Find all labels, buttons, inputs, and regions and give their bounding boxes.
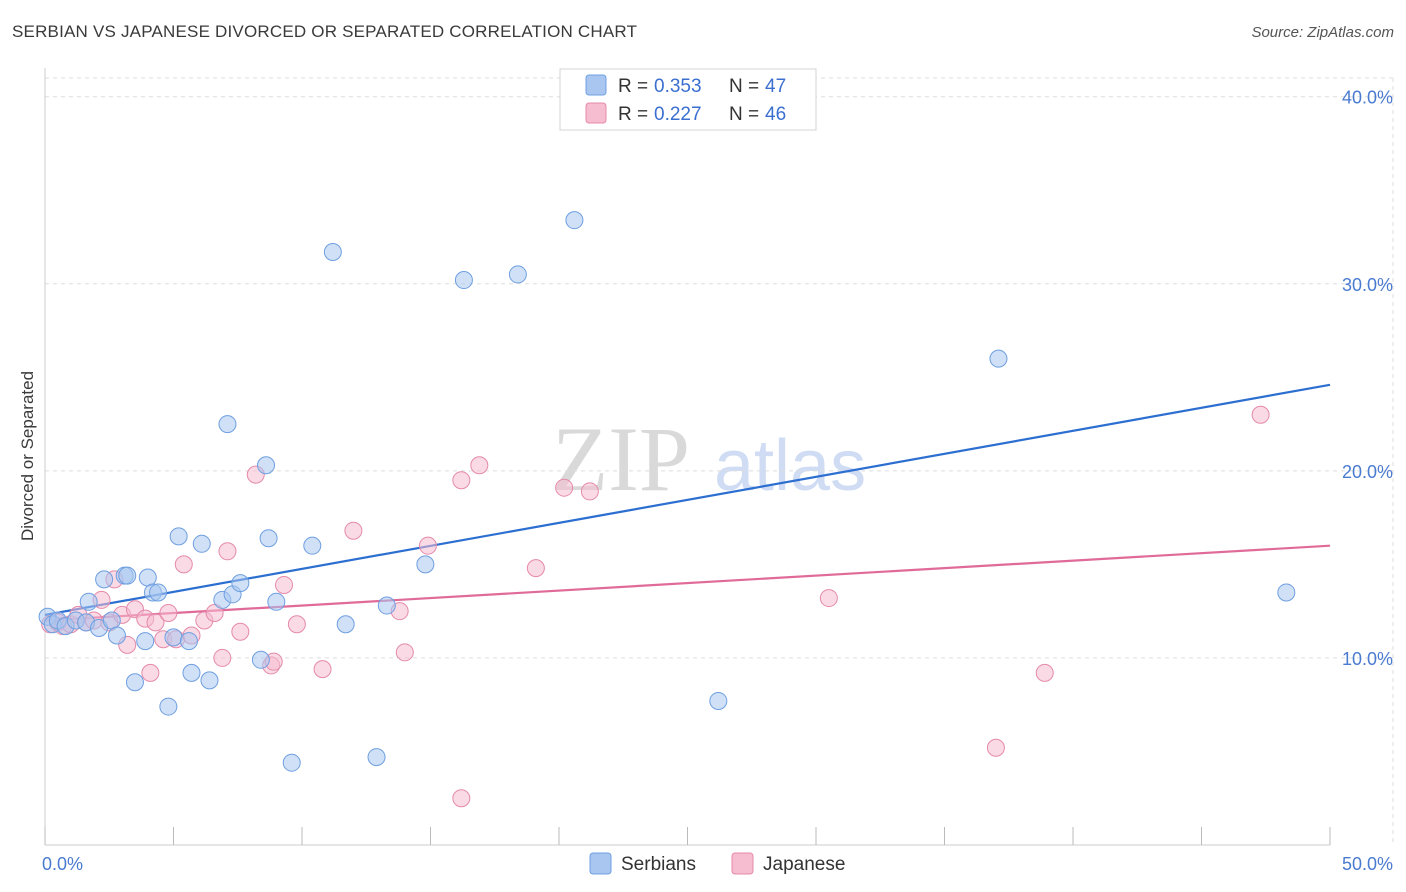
- point-serbians: [164, 628, 183, 647]
- legend-n-label-japanese: N =: [729, 104, 759, 125]
- x-tick-label-max: 50.0%: [1342, 854, 1393, 874]
- point-serbians: [303, 536, 322, 555]
- stats-legend: R = 0.353 N = 47 R = 0.227 N = 46: [559, 68, 817, 131]
- point-japanese: [452, 471, 471, 490]
- point-japanese: [344, 521, 363, 540]
- trend-line-serbians: [44, 383, 1331, 616]
- point-japanese: [231, 622, 250, 641]
- point-japanese: [418, 536, 437, 555]
- x-tick-label-min: 0.0%: [42, 854, 83, 874]
- point-serbians: [1277, 583, 1296, 602]
- point-japanese: [395, 643, 414, 662]
- y-axis-title: Divorced or Separated: [18, 371, 37, 541]
- point-serbians: [138, 568, 157, 587]
- axes: [44, 68, 1331, 846]
- legend-n-label-serbians: N =: [729, 76, 759, 97]
- y-tick-label: 10.0%: [1342, 649, 1393, 669]
- point-japanese: [555, 478, 574, 497]
- point-japanese: [452, 789, 471, 808]
- point-serbians: [709, 691, 728, 710]
- bottom-legend-label-japanese: Japanese: [763, 854, 845, 875]
- point-japanese: [174, 555, 193, 574]
- legend-n-value-japanese: 46: [765, 104, 786, 125]
- point-serbians: [149, 583, 168, 602]
- legend-r-value-serbians: 0.353: [654, 76, 702, 97]
- data-points: [38, 211, 1296, 808]
- point-serbians: [218, 415, 237, 434]
- watermark-zip: ZIP: [552, 408, 690, 510]
- legend-swatch-serbians: [585, 74, 607, 96]
- tick-labels: 10.0% 20.0% 30.0% 40.0% 0.0% 50.0%: [42, 88, 1393, 874]
- point-serbians: [107, 626, 126, 645]
- point-japanese: [470, 456, 489, 475]
- point-japanese: [526, 559, 545, 578]
- point-serbians: [259, 529, 278, 548]
- point-japanese: [1035, 663, 1054, 682]
- legend-r-label-serbians: R =: [618, 76, 648, 97]
- point-serbians: [179, 632, 198, 651]
- point-serbians: [159, 697, 178, 716]
- point-serbians: [200, 671, 219, 690]
- bottom-legend-label-serbians: Serbians: [621, 854, 696, 875]
- point-serbians: [169, 527, 188, 546]
- point-japanese: [580, 482, 599, 501]
- point-serbians: [95, 570, 114, 589]
- legend-n-value-serbians: 47: [765, 76, 786, 97]
- trend-lines: [44, 383, 1331, 622]
- point-japanese: [287, 615, 306, 634]
- bottom-legend-swatch-serbians: [589, 852, 612, 875]
- point-serbians: [136, 632, 155, 651]
- point-serbians: [267, 592, 286, 611]
- point-serbians: [416, 555, 435, 574]
- point-japanese: [218, 542, 237, 561]
- point-serbians: [102, 611, 121, 630]
- point-japanese: [213, 648, 232, 667]
- chart-source: Source: ZipAtlas.com: [1251, 24, 1394, 41]
- point-serbians: [79, 592, 98, 611]
- point-serbians: [989, 349, 1008, 368]
- point-serbians: [257, 456, 276, 475]
- chart-title: SERBIAN VS JAPANESE DIVORCED OR SEPARATE…: [12, 22, 638, 41]
- point-japanese: [313, 660, 332, 679]
- point-serbians: [336, 615, 355, 634]
- y-tick-label: 40.0%: [1342, 88, 1393, 108]
- watermark-atlas: atlas: [714, 426, 866, 506]
- point-japanese: [986, 738, 1005, 757]
- point-serbians: [118, 566, 137, 585]
- point-serbians: [125, 673, 144, 692]
- point-japanese: [141, 663, 160, 682]
- point-japanese: [146, 613, 165, 632]
- point-japanese: [1251, 405, 1270, 424]
- point-serbians: [282, 753, 301, 772]
- point-japanese: [275, 575, 294, 594]
- legend-swatch-japanese: [585, 102, 607, 124]
- point-japanese: [159, 604, 178, 623]
- point-serbians: [565, 211, 584, 230]
- point-serbians: [251, 650, 270, 669]
- y-tick-label: 30.0%: [1342, 275, 1393, 295]
- trend-line-japanese: [44, 544, 1331, 622]
- point-serbians: [454, 271, 473, 290]
- point-serbians: [182, 663, 201, 682]
- point-serbians: [367, 748, 386, 767]
- point-japanese: [819, 589, 838, 608]
- point-serbians: [231, 574, 250, 593]
- bottom-legend-swatch-japanese: [731, 852, 754, 875]
- point-serbians: [323, 242, 342, 261]
- point-serbians: [377, 596, 396, 615]
- series-legend: Serbians Japanese: [589, 852, 845, 875]
- point-serbians: [192, 534, 211, 553]
- legend-r-value-japanese: 0.227: [654, 104, 702, 125]
- point-serbians: [508, 265, 527, 284]
- y-tick-label: 20.0%: [1342, 462, 1393, 482]
- legend-r-label-japanese: R =: [618, 104, 648, 125]
